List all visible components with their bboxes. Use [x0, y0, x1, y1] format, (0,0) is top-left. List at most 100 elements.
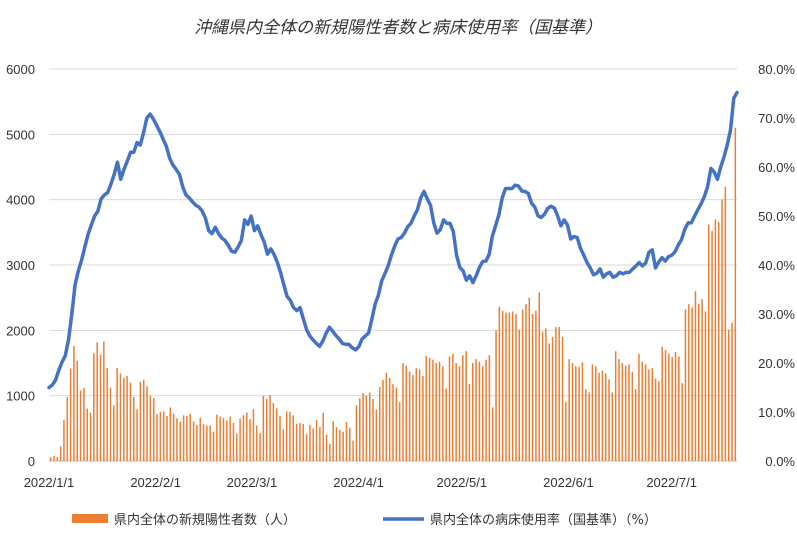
bar	[159, 412, 162, 461]
legend-line-label: 県内全体の病床使用率（国基準）（%）	[430, 512, 657, 528]
bar	[126, 375, 128, 461]
bar	[721, 199, 723, 462]
bar	[571, 363, 574, 461]
bar	[196, 424, 198, 461]
bar	[59, 446, 62, 461]
bar	[152, 398, 155, 461]
bar	[711, 231, 713, 461]
bar	[528, 297, 531, 461]
bar	[525, 304, 527, 461]
bar	[146, 386, 148, 461]
y-axis-right: 0.0% 10.0% 20.0% 30.0% 40.0% 50.0% 60.0% 70.0% 8…	[758, 62, 795, 469]
bar	[292, 415, 295, 461]
y-left-tick-label: 4000	[6, 193, 35, 208]
bar	[415, 368, 418, 461]
bar	[538, 292, 540, 461]
bar	[378, 386, 381, 461]
bar	[628, 364, 630, 461]
y-right-tick-label: 30.0%	[758, 307, 795, 322]
bar	[83, 388, 85, 461]
bar	[252, 409, 255, 461]
bar	[385, 372, 388, 461]
bar	[601, 370, 604, 461]
bar	[319, 427, 321, 461]
bar	[468, 383, 471, 461]
bar	[63, 420, 65, 461]
bar	[133, 396, 135, 461]
bar	[219, 416, 221, 461]
bar	[182, 415, 185, 461]
bar	[684, 309, 687, 461]
y-left-tick-label: 6000	[6, 62, 35, 77]
bar	[418, 369, 421, 461]
bar	[349, 427, 351, 461]
bar	[575, 366, 577, 461]
bar	[432, 359, 434, 461]
bar	[631, 372, 634, 461]
bar	[285, 411, 288, 461]
bar	[704, 311, 707, 461]
bar	[681, 383, 683, 461]
bar	[678, 356, 680, 461]
y-right-tick-label: 40.0%	[758, 258, 795, 273]
bar	[113, 405, 115, 461]
bar	[618, 359, 620, 461]
bar	[309, 425, 311, 461]
bar	[359, 398, 361, 461]
bar	[335, 427, 338, 461]
bar	[106, 367, 108, 461]
bar	[535, 310, 537, 461]
bar	[694, 291, 697, 461]
bar	[255, 425, 258, 461]
bar	[491, 407, 494, 461]
bar	[275, 408, 278, 461]
legend: 県内全体の新規陽性者数（人） 県内全体の病床使用率（国基準）（%）	[72, 512, 657, 528]
bar	[455, 363, 457, 461]
bar	[352, 440, 354, 461]
bar	[585, 389, 587, 461]
bar	[658, 381, 660, 461]
bar	[123, 377, 125, 461]
bar	[66, 396, 69, 461]
bar	[688, 304, 690, 461]
bar	[651, 368, 653, 461]
bar	[162, 411, 165, 461]
bar	[595, 366, 597, 461]
bar	[149, 395, 152, 461]
bar	[289, 412, 291, 461]
bar	[495, 330, 497, 461]
bar	[581, 362, 584, 461]
bar	[272, 402, 275, 461]
bar	[49, 457, 52, 461]
bar	[172, 413, 175, 461]
bar	[86, 408, 88, 461]
bar	[714, 219, 717, 461]
bar	[222, 417, 225, 461]
bar	[402, 363, 404, 461]
bar	[405, 365, 408, 461]
bar	[701, 298, 703, 461]
line-series	[47, 90, 739, 390]
bar	[511, 311, 514, 461]
bar-series	[49, 127, 737, 462]
bar	[109, 387, 112, 461]
bar	[239, 418, 241, 461]
bar	[435, 363, 437, 461]
bar	[156, 414, 158, 461]
bar	[545, 328, 547, 461]
bar	[372, 398, 374, 461]
bar	[69, 368, 72, 461]
bar	[515, 314, 517, 461]
bar	[555, 327, 557, 461]
bar	[342, 431, 344, 461]
bar	[179, 421, 182, 461]
bar	[382, 379, 384, 461]
bar	[265, 398, 268, 461]
x-tick-label: 2022/7/1	[646, 475, 697, 490]
bar	[259, 433, 261, 461]
bar	[624, 365, 627, 461]
bar	[644, 364, 647, 461]
bar	[604, 373, 607, 461]
bar	[648, 369, 650, 461]
